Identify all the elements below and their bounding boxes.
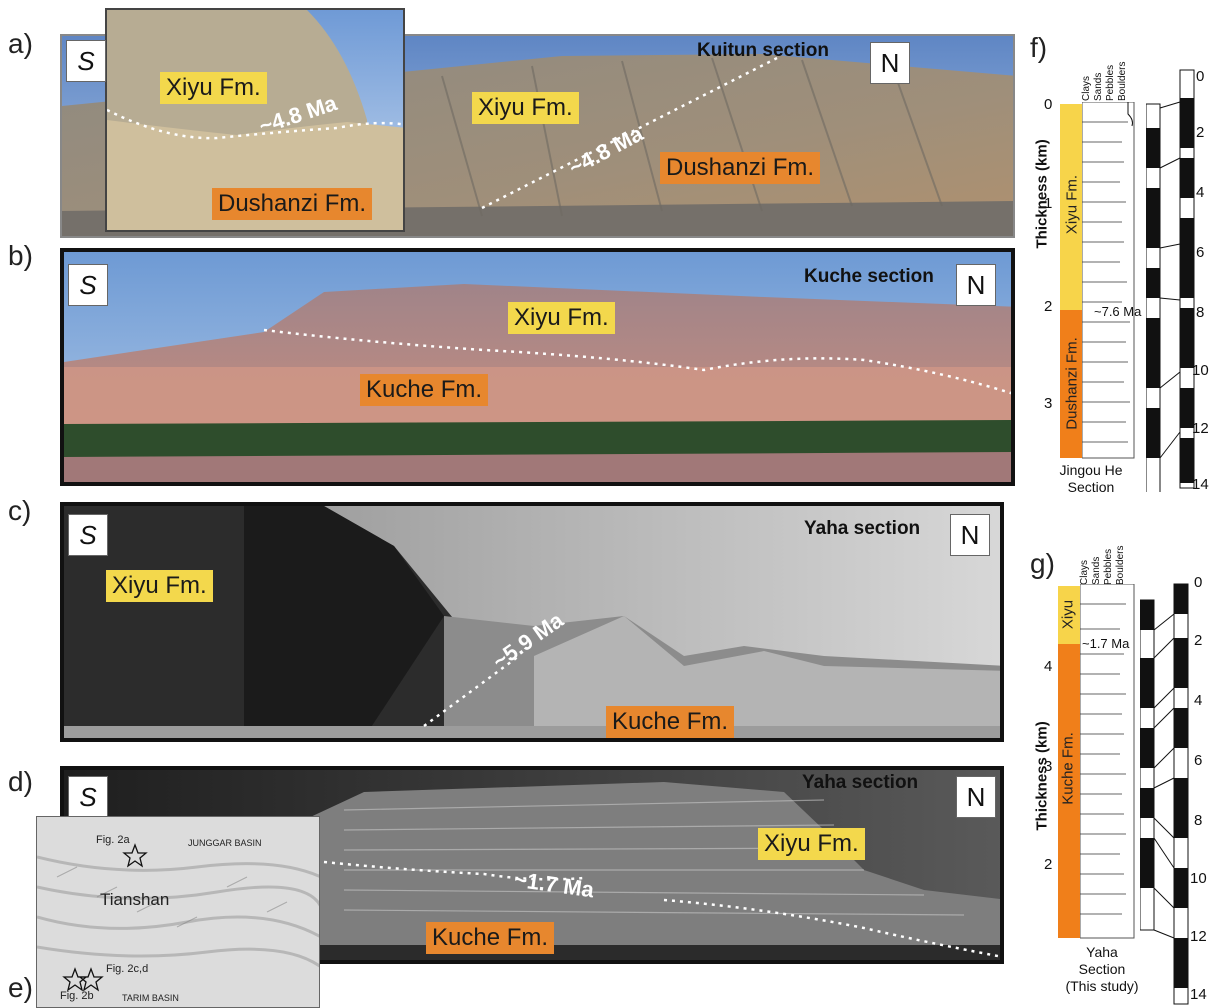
formation-label-g-xiyu: Xiyu	[1059, 599, 1077, 630]
tick-f-2: 2	[1044, 298, 1053, 315]
formation-label-d-upper: Xiyu Fm.	[758, 828, 865, 860]
panel-label-f: f)	[1030, 32, 1048, 63]
gpts-tick-g-6: 6	[1194, 752, 1203, 769]
formation-label-c-upper: Xiyu Fm.	[106, 570, 213, 602]
tick-f-3: 3	[1044, 395, 1053, 412]
gpts-tick-g-0: 0	[1194, 574, 1203, 591]
caption-f: Jingou He Section	[1046, 462, 1136, 496]
panel-label-c: c)	[8, 495, 32, 526]
gpts-tick-g-10: 10	[1190, 870, 1207, 887]
caption-g-line3: (This study)	[1065, 978, 1139, 994]
tick-g-3: 3	[1044, 758, 1053, 775]
caption-f-line2: Section	[1067, 479, 1115, 495]
gpts-tick-f-10: 10	[1192, 362, 1209, 379]
formation-label-a-inset-upper: Xiyu Fm.	[160, 72, 267, 104]
direction-south-c: S	[68, 514, 108, 556]
grain-column-g	[1080, 584, 1135, 939]
formation-label-b-upper: Xiyu Fm.	[508, 302, 615, 334]
direction-south-d: S	[68, 776, 108, 818]
caption-f-line1: Jingou He	[1059, 462, 1123, 478]
gpts-tick-f-2: 2	[1196, 124, 1205, 141]
grain-header-f-sands: Sands	[1093, 72, 1104, 101]
formation-label-c-lower: Kuche Fm.	[606, 706, 735, 738]
formation-bar-g-xiyu	[1058, 586, 1080, 644]
gpts-tick-f-14: 14	[1192, 476, 1209, 493]
direction-north-d: N	[956, 776, 996, 818]
panel-label-d: d)	[8, 766, 33, 797]
photo-c-scene	[64, 506, 1000, 738]
gpts-tick-f-4: 4	[1196, 184, 1205, 201]
grain-header-f-clays: Clays	[1081, 75, 1092, 101]
gpts-tick-g-14: 14	[1190, 986, 1207, 1003]
map-label-junggar: JUNGGAR BASIN	[188, 838, 262, 848]
tick-g-2: 2	[1044, 856, 1053, 873]
polarity-correlation-g	[1140, 583, 1189, 1005]
direction-south-a: S	[66, 40, 106, 82]
gpts-tick-g-8: 8	[1194, 812, 1203, 829]
panel-label-g: g)	[1030, 548, 1055, 579]
tick-g-4: 4	[1044, 658, 1053, 675]
formation-label-f-dushanzi: Dushanzi Fm.	[1063, 337, 1081, 430]
formation-label-f-xiyu: Xiyu Fm.	[1063, 174, 1081, 235]
panel-label-b: b)	[8, 240, 33, 271]
age-label-g: ~1.7 Ma	[1082, 636, 1130, 651]
formation-label-a-inset-lower: Dushanzi Fm.	[212, 188, 373, 220]
formation-bar-f-dushanzi	[1060, 310, 1082, 458]
gpts-tick-f-0: 0	[1196, 68, 1205, 85]
gpts-tick-f-6: 6	[1196, 244, 1205, 261]
caption-g: Yaha Section (This study)	[1060, 944, 1144, 995]
formation-label-a-upper: Xiyu Fm.	[472, 92, 579, 124]
photo-panel-c	[60, 502, 1004, 742]
grain-header-g-clays: Clays	[1079, 559, 1090, 585]
grain-column-f	[1082, 102, 1135, 459]
grain-header-f-pebbles: Pebbles	[1105, 64, 1116, 101]
map-label-tianshan: Tianshan	[100, 890, 170, 909]
formation-bar-f-xiyu	[1060, 104, 1082, 310]
gpts-tick-f-12: 12	[1192, 420, 1209, 437]
gpts-tick-g-12: 12	[1190, 928, 1207, 945]
section-name-b: Kuche section	[804, 266, 934, 287]
panel-label-a: a)	[8, 28, 33, 59]
tick-f-1: 1	[1044, 195, 1053, 212]
gpts-tick-f-8: 8	[1196, 304, 1205, 321]
gpts-tick-g-2: 2	[1194, 632, 1203, 649]
axis-label-f: Thickness (km)	[1033, 139, 1051, 249]
map-inset	[36, 816, 320, 1008]
map-label-tarim: TARIM BASIN	[122, 993, 179, 1003]
photo-b-scene	[64, 252, 1011, 482]
map-label-fig2cd: Fig. 2c,d	[106, 963, 149, 975]
grain-header-g-boulders: Boulders	[1115, 545, 1126, 585]
direction-south-b: S	[68, 264, 108, 306]
formation-label-g-kuche: Kuche Fm.	[1059, 732, 1077, 805]
tick-f-0: 0	[1044, 96, 1053, 113]
panel-label-e: e)	[8, 972, 33, 1003]
formation-label-d-lower: Kuche Fm.	[426, 922, 555, 954]
grain-header-f-boulders: Boulders	[1117, 61, 1128, 101]
section-name-c: Yaha section	[804, 518, 921, 539]
caption-g-line1: Yaha	[1086, 944, 1118, 960]
gpts-tick-g-4: 4	[1194, 692, 1203, 709]
polarity-correlation-f	[1146, 69, 1195, 492]
caption-g-line2: Section	[1078, 961, 1126, 977]
direction-north-b: N	[956, 264, 996, 306]
formation-bar-g-kuche	[1058, 644, 1080, 938]
map-label-fig2a: Fig. 2a	[96, 834, 130, 846]
direction-north-a: N	[870, 42, 910, 84]
grain-header-g-sands: Sands	[1091, 556, 1102, 585]
formation-label-a-lower: Dushanzi Fm.	[660, 152, 821, 184]
photo-panel-b	[60, 248, 1015, 486]
section-name-d: Yaha section	[802, 772, 919, 793]
map-relief	[37, 817, 319, 1007]
section-name-a: Kuitun section	[697, 40, 829, 61]
map-label-fig2b: Fig. 2b	[60, 990, 94, 1002]
direction-north-c: N	[950, 514, 990, 556]
age-label-f: ~7.6 Ma	[1094, 304, 1142, 319]
formation-label-b-lower: Kuche Fm.	[360, 374, 489, 406]
grain-header-g-pebbles: Pebbles	[1103, 548, 1114, 585]
